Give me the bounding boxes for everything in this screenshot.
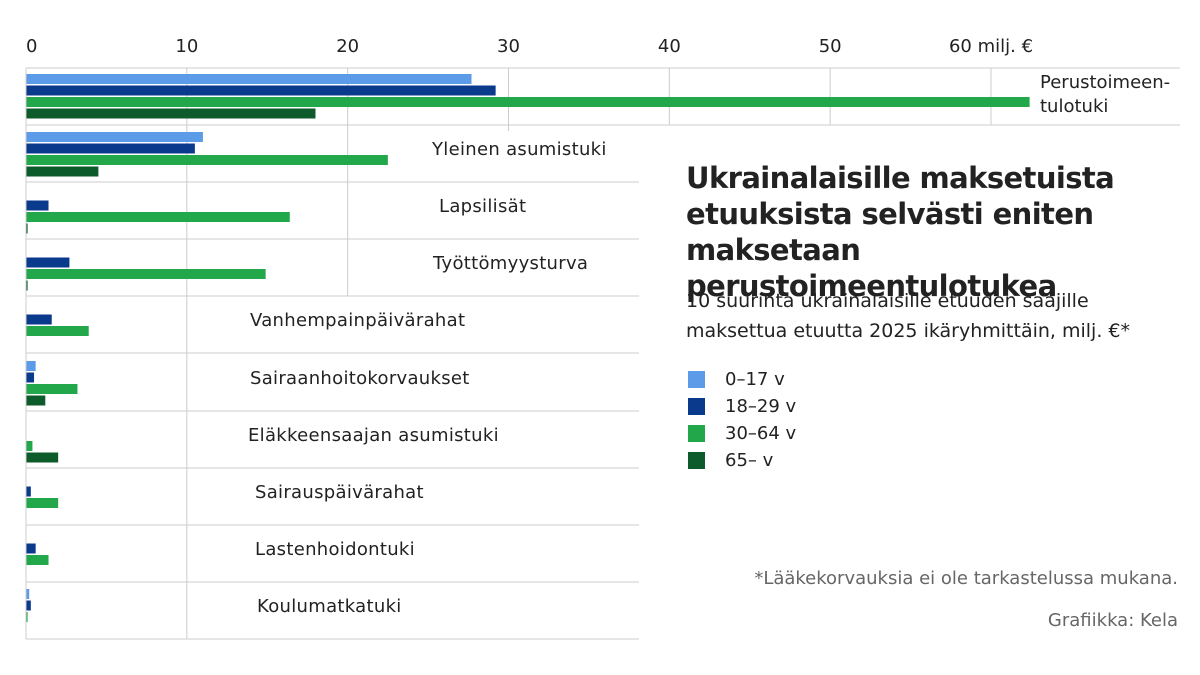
bar	[26, 555, 49, 565]
category-label: Eläkkeensaajan asumistuki	[248, 425, 499, 446]
bar	[26, 600, 31, 611]
legend-label: 0–17 v	[725, 369, 785, 390]
bar	[26, 166, 99, 177]
category-label: Työttömyysturva	[433, 253, 589, 274]
bar	[26, 155, 388, 165]
category-label: Vanhempainpäivärahat	[250, 310, 466, 331]
category-label: Lastenhoidontuki	[255, 539, 415, 560]
bar	[26, 384, 78, 394]
category-label: Yleinen asumistuki	[432, 139, 607, 160]
bar	[26, 486, 31, 497]
x-tick-label: 50	[819, 36, 842, 57]
legend-label: 30–64 v	[725, 423, 797, 444]
legend-label: 65– v	[725, 450, 774, 471]
legend-item: 0–17 v	[688, 366, 796, 393]
category-label: Sairauspäivärahat	[255, 482, 424, 503]
bar	[26, 361, 36, 371]
footnote: *Lääkekorvauksia ei ole tarkastelussa mu…	[754, 568, 1178, 589]
bar	[26, 280, 28, 291]
legend-label: 18–29 v	[725, 396, 797, 417]
category-label: Lapsilisät	[439, 196, 527, 217]
bar	[26, 589, 30, 599]
bar	[26, 85, 496, 96]
x-tick-label: 30	[497, 36, 520, 57]
legend-swatch	[688, 452, 705, 469]
legend-item: 18–29 v	[688, 393, 796, 420]
bar	[26, 223, 28, 234]
bar	[26, 74, 472, 84]
bar	[26, 97, 1030, 107]
bar	[26, 257, 70, 268]
legend-item: 30–64 v	[688, 420, 796, 447]
category-label: Sairaanhoitokorvaukset	[250, 368, 470, 389]
legend-swatch	[688, 398, 705, 415]
bar	[26, 395, 46, 406]
legend-swatch	[688, 371, 705, 388]
bar	[26, 372, 35, 383]
bar	[26, 612, 28, 622]
bar	[26, 498, 59, 508]
source: Grafiikka: Kela	[1047, 610, 1178, 631]
chart-title: Ukrainalaisille maksetuista etuuksista s…	[686, 161, 1115, 303]
legend-item: 65– v	[688, 447, 796, 474]
legend: 0–17 v 18–29 v 30–64 v 65– v	[688, 366, 796, 474]
bar	[26, 108, 316, 119]
bar	[26, 132, 203, 142]
category-label: Koulumatkatuki	[257, 596, 402, 617]
x-tick-label: 20	[336, 36, 359, 57]
bar	[26, 326, 89, 336]
x-tick-label: 10	[175, 36, 198, 57]
x-tick-label: 60 milj. €	[949, 36, 1033, 57]
bar	[26, 269, 266, 279]
bar	[26, 212, 290, 222]
legend-swatch	[688, 425, 705, 442]
bar	[26, 200, 49, 211]
x-tick-label: 40	[658, 36, 681, 57]
x-tick-label: 0	[26, 36, 37, 57]
bar	[26, 143, 195, 154]
bar	[26, 314, 52, 325]
bar	[26, 543, 36, 554]
bar	[26, 441, 33, 451]
chart-subtitle: 10 suurinta ukrainalaisille etuuden saaj…	[686, 290, 1130, 342]
bar	[26, 452, 59, 463]
category-label: Perustoimeen-tulotuki	[1040, 72, 1171, 117]
